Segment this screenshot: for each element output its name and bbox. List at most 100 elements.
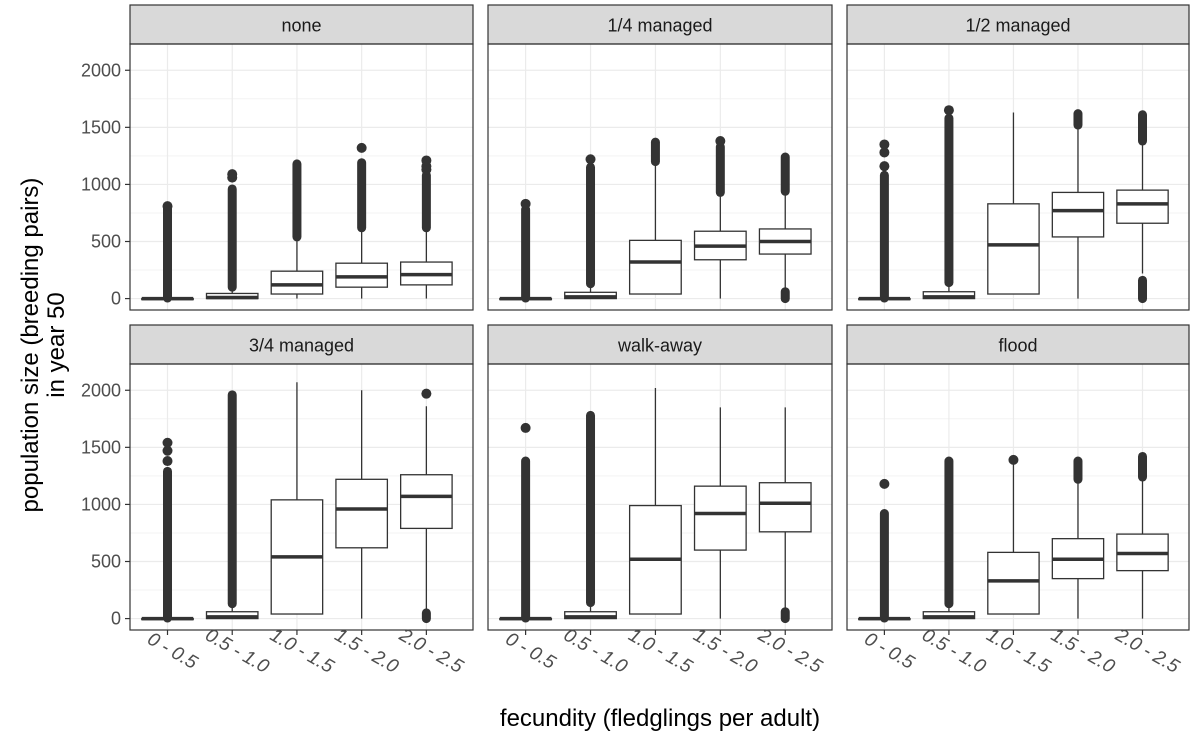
outlier-point: [421, 388, 432, 399]
x-tick-label: 2.0 - 2.5: [395, 624, 467, 678]
facet-strip-label: walk-away: [617, 336, 702, 356]
box: [141, 437, 194, 623]
box: [758, 407, 812, 624]
box: [1051, 109, 1105, 299]
outlier-point: [879, 161, 890, 172]
box: [335, 142, 389, 299]
box: [564, 410, 617, 620]
box: [1051, 456, 1105, 619]
y-tick-label: 1500: [81, 117, 121, 137]
x-tick-label: 2.0 - 2.5: [754, 624, 826, 678]
outlier-point: [162, 456, 173, 467]
box-iqr: [399, 474, 453, 530]
panel-border: [846, 363, 1190, 631]
y-tick-label: 0: [111, 609, 121, 629]
y-tick-label: 500: [91, 232, 121, 252]
y-tick-label: 2000: [81, 60, 121, 80]
box-iqr: [1116, 189, 1169, 224]
y-axis-title-line2: in year 50: [43, 292, 70, 397]
facet-strip: [846, 324, 1190, 365]
outlier-point: [585, 154, 596, 165]
outlier-point: [421, 155, 432, 166]
box: [205, 169, 259, 300]
box: [205, 390, 259, 620]
box: [628, 387, 682, 615]
x-axis-title: fecundity (fledglings per adult): [500, 705, 820, 732]
outlier-point: [520, 422, 531, 433]
outlier-point: [879, 147, 890, 158]
y-tick-label: 0: [111, 289, 121, 309]
box-iqr: [335, 478, 389, 549]
x-tick-label: 1.5 - 2.0: [1047, 625, 1118, 678]
x-tick-label: 2.0 - 2.5: [1111, 624, 1183, 678]
x-tick-label: 0.5 - 1.0: [202, 625, 273, 678]
box: [270, 382, 324, 615]
panel-border: [487, 363, 833, 631]
outlier-point: [879, 478, 890, 489]
x-tick-label: 0 - 0.5: [502, 629, 560, 674]
y-tick-label: 1500: [81, 437, 121, 457]
facet-panel: walk-away 0 - 0.5 0.5 - 1.01.0 - 1.51.5 - …: [487, 324, 833, 678]
x-tick-label: 1.5 - 2.0: [331, 625, 402, 678]
box: [922, 105, 976, 300]
box: [399, 388, 453, 624]
box: [141, 201, 194, 303]
box: [858, 478, 911, 623]
facet-panel: 1/4 managed: [487, 4, 833, 311]
facet-panel: none 0 500 1000 1500 2000: [81, 4, 474, 311]
panel-border: [846, 43, 1190, 311]
box: [758, 152, 812, 304]
outlier-point: [1008, 454, 1019, 465]
box: [1116, 110, 1169, 304]
facet-strip: [129, 4, 474, 45]
facet-strip-label: 1/2 managed: [965, 16, 1070, 36]
x-tick-label: 1.5 - 2.0: [690, 625, 761, 678]
facet-strip-label: flood: [998, 336, 1037, 356]
y-tick-label: 1000: [81, 494, 121, 514]
outlier-point: [943, 105, 954, 116]
facet-strip-label: 1/4 managed: [607, 16, 712, 36]
box: [335, 390, 389, 619]
box: [564, 154, 617, 300]
x-tick-label: 0 - 0.5: [144, 629, 202, 674]
facet-strip-label: 3/4 managed: [249, 336, 354, 356]
panels-layer: none 0 500 1000 1500 2000 1/4 managed 1/2 manag…: [81, 4, 1190, 678]
x-tick-label: 1.0 - 1.5: [983, 625, 1054, 678]
facet-panel: 1/2 managed: [846, 4, 1190, 311]
outlier-point: [162, 437, 173, 448]
box-iqr: [758, 482, 812, 533]
box: [399, 155, 453, 299]
x-tick-label: 1.0 - 1.5: [266, 625, 337, 678]
facet-strip-label: none: [281, 16, 321, 36]
box-iqr: [1051, 191, 1105, 238]
outlier-point: [227, 169, 238, 180]
panel-border: [487, 43, 833, 311]
y-axis-title: population size (breeding pairs): [17, 178, 44, 513]
box: [628, 137, 682, 295]
outlier-point: [162, 445, 173, 456]
box: [922, 456, 976, 620]
x-tick-label: 0.5 - 1.0: [918, 625, 989, 678]
box: [499, 198, 553, 303]
box-iqr: [693, 485, 747, 551]
box-iqr: [987, 551, 1040, 615]
outlier-point: [520, 198, 531, 209]
facet-panel: flood 0 - 0.5 0.5 - 1.01.0 - 1.51.5 - 2.02…: [846, 324, 1190, 678]
outlier-point: [162, 201, 173, 212]
box: [858, 139, 911, 303]
outlier-point: [879, 139, 890, 150]
y-tick-label: 500: [91, 552, 121, 572]
y-tick-label: 2000: [81, 380, 121, 400]
outlier-point: [356, 142, 367, 153]
box: [693, 407, 747, 619]
outlier-point: [715, 136, 726, 147]
box: [1116, 451, 1169, 619]
box: [270, 159, 324, 299]
box: [987, 454, 1040, 615]
panel-border: [129, 363, 474, 631]
facet-panel: 3/4 managed 0 500 1000 1500 2000 0 - 0.5 0.5 - …: [81, 324, 474, 678]
box: [987, 112, 1040, 295]
box-iqr: [270, 270, 324, 295]
x-tick-label: 0 - 0.5: [861, 629, 919, 674]
